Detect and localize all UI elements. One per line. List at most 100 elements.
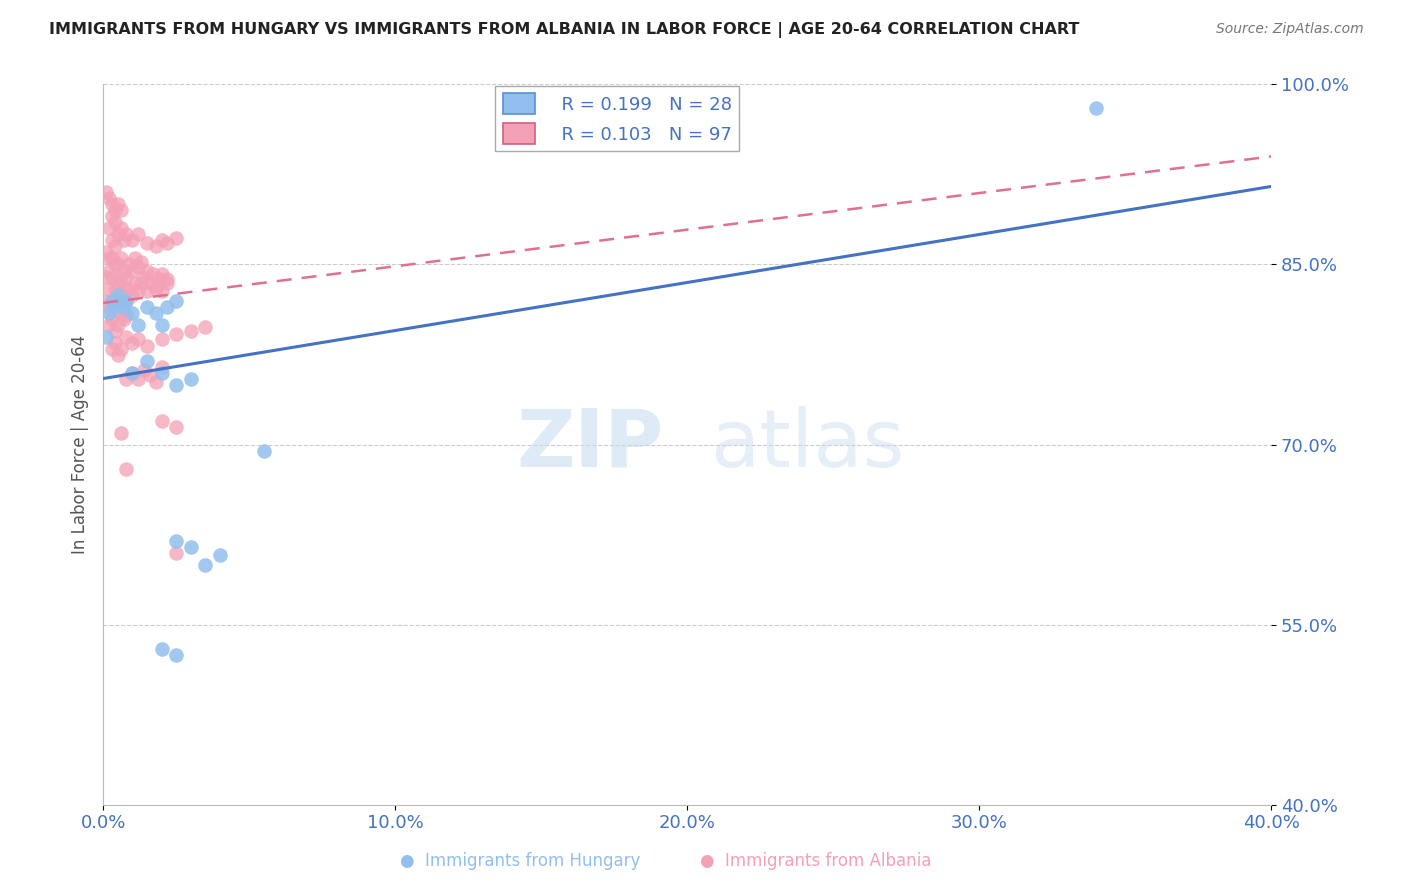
Point xyxy=(107,287,129,301)
Point xyxy=(150,267,173,281)
Point xyxy=(110,293,132,308)
Point xyxy=(94,245,117,260)
Point xyxy=(165,231,187,245)
Point xyxy=(104,335,127,350)
Point xyxy=(115,308,138,322)
Point xyxy=(150,641,173,656)
Point xyxy=(156,235,179,250)
Point xyxy=(107,258,129,272)
Point xyxy=(101,269,124,284)
Point xyxy=(150,359,173,374)
Point xyxy=(150,332,173,346)
Point xyxy=(121,263,143,277)
Point xyxy=(156,276,179,290)
Point xyxy=(118,258,141,272)
Point xyxy=(145,281,167,295)
Point xyxy=(129,276,152,290)
Point xyxy=(121,366,143,380)
Point xyxy=(110,221,132,235)
Point xyxy=(180,540,202,554)
Point xyxy=(136,300,159,314)
Point xyxy=(107,197,129,211)
Point xyxy=(165,419,187,434)
Text: IMMIGRANTS FROM HUNGARY VS IMMIGRANTS FROM ALBANIA IN LABOR FORCE | AGE 20-64 CO: IMMIGRANTS FROM HUNGARY VS IMMIGRANTS FR… xyxy=(49,22,1080,38)
Point xyxy=(101,252,124,266)
Point xyxy=(165,533,187,548)
Point xyxy=(104,203,127,218)
Point xyxy=(136,263,159,277)
Point xyxy=(127,227,149,242)
Point xyxy=(101,342,124,356)
Point xyxy=(194,320,217,334)
Point xyxy=(145,305,167,319)
Point xyxy=(150,413,173,427)
Point xyxy=(121,335,143,350)
Point xyxy=(136,353,159,368)
Point xyxy=(98,281,121,295)
Point xyxy=(253,443,276,458)
Point xyxy=(101,293,124,308)
Point xyxy=(127,371,149,385)
Point xyxy=(104,300,127,314)
Point xyxy=(94,186,117,200)
Point xyxy=(98,300,121,314)
Text: ●  Immigrants from Albania: ● Immigrants from Albania xyxy=(700,852,931,870)
Point xyxy=(107,227,129,242)
Point xyxy=(148,272,170,286)
Point xyxy=(115,329,138,343)
Point xyxy=(142,267,165,281)
Point xyxy=(156,272,179,286)
Point xyxy=(98,318,121,332)
Point xyxy=(110,425,132,440)
Point xyxy=(180,324,202,338)
Point xyxy=(121,234,143,248)
Point xyxy=(132,363,155,377)
Point xyxy=(110,305,132,319)
Point xyxy=(115,461,138,475)
Point xyxy=(98,192,121,206)
Point xyxy=(112,234,135,248)
Point xyxy=(132,269,155,284)
Point xyxy=(115,293,138,308)
Point xyxy=(129,255,152,269)
Point xyxy=(112,281,135,295)
Point xyxy=(124,276,146,290)
Point xyxy=(107,318,129,332)
Point xyxy=(1084,102,1107,116)
Point xyxy=(145,375,167,389)
Point xyxy=(110,269,132,284)
Point xyxy=(104,281,127,295)
Point xyxy=(107,293,129,308)
Point xyxy=(101,311,124,326)
Point xyxy=(165,546,187,560)
Point xyxy=(101,210,124,224)
Point xyxy=(127,332,149,346)
Point xyxy=(115,227,138,242)
Point xyxy=(165,293,187,308)
Point xyxy=(112,263,135,277)
Point xyxy=(98,305,121,319)
Point xyxy=(121,366,143,380)
Point xyxy=(194,558,217,572)
Point xyxy=(208,548,231,562)
Point xyxy=(115,269,138,284)
Point xyxy=(101,293,124,308)
Point xyxy=(112,300,135,314)
Point xyxy=(104,239,127,253)
Point xyxy=(115,293,138,308)
Point xyxy=(145,279,167,293)
Point xyxy=(150,234,173,248)
Point xyxy=(110,252,132,266)
Point xyxy=(107,347,129,361)
Legend:   R = 0.199   N = 28,   R = 0.103   N = 97: R = 0.199 N = 28, R = 0.103 N = 97 xyxy=(495,87,738,152)
Point xyxy=(94,329,117,343)
Point xyxy=(94,293,117,308)
Point xyxy=(112,311,135,326)
Point xyxy=(98,263,121,277)
Y-axis label: In Labor Force | Age 20-64: In Labor Force | Age 20-64 xyxy=(72,335,89,554)
Point xyxy=(180,371,202,385)
Point xyxy=(110,287,132,301)
Point xyxy=(110,342,132,356)
Point xyxy=(145,239,167,253)
Point xyxy=(127,284,149,298)
